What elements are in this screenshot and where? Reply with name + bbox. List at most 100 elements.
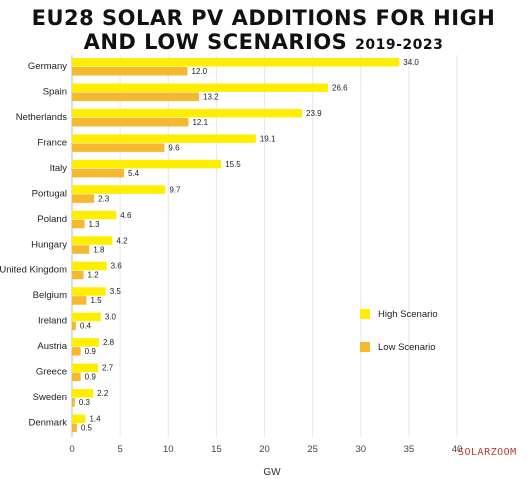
x-tick-label: 10 bbox=[163, 444, 174, 455]
value-label-high: 3.6 bbox=[111, 262, 123, 271]
value-label-high: 15.5 bbox=[225, 160, 241, 169]
bar-low bbox=[72, 296, 87, 305]
value-label-high: 26.6 bbox=[332, 83, 348, 92]
category-label: Sweden bbox=[33, 392, 67, 403]
legend: High Scenario Low Scenario bbox=[360, 309, 438, 353]
legend-high-label: High Scenario bbox=[378, 309, 438, 320]
value-label-low: 0.9 bbox=[85, 373, 97, 382]
value-label-high: 9.7 bbox=[169, 185, 181, 194]
chart-title-line2-text: AND LOW SCENARIOS bbox=[83, 30, 348, 54]
value-label-low: 2.3 bbox=[98, 194, 110, 203]
bar-high bbox=[72, 236, 113, 245]
value-label-low: 0.9 bbox=[85, 347, 97, 356]
bar-low bbox=[72, 372, 81, 382]
category-label: France bbox=[37, 137, 67, 148]
x-tick-label: 5 bbox=[117, 444, 122, 455]
value-label-high: 2.2 bbox=[97, 389, 109, 398]
bar-high bbox=[72, 363, 98, 373]
legend-low-swatch bbox=[360, 342, 370, 352]
value-label-low: 1.8 bbox=[93, 245, 105, 254]
value-label-high: 1.4 bbox=[89, 415, 101, 424]
bar-high bbox=[72, 134, 256, 143]
bar-high bbox=[72, 261, 107, 271]
chart-title: EU28 SOLAR PV ADDITIONS FOR HIGH AND LOW… bbox=[0, 6, 527, 57]
bar-low bbox=[72, 143, 165, 152]
bar-low bbox=[72, 347, 81, 356]
value-label-low: 0.4 bbox=[80, 322, 92, 331]
bar-high bbox=[72, 312, 101, 322]
bar-high bbox=[72, 287, 106, 296]
bar-high bbox=[72, 159, 222, 169]
value-label-high: 3.0 bbox=[105, 313, 117, 322]
legend-low-label: Low Scenario bbox=[378, 342, 436, 353]
x-tick-label: 40 bbox=[452, 444, 463, 455]
value-label-low: 1.5 bbox=[90, 296, 102, 305]
value-label-high: 2.8 bbox=[103, 338, 115, 347]
bar-high bbox=[72, 108, 303, 118]
legend-high-swatch bbox=[360, 309, 370, 319]
bar-low bbox=[72, 398, 75, 407]
value-label-high: 34.0 bbox=[403, 58, 419, 67]
bar-low bbox=[72, 270, 84, 280]
chart-title-line1: EU28 SOLAR PV ADDITIONS FOR HIGH bbox=[31, 6, 496, 30]
value-label-low: 12.0 bbox=[192, 67, 208, 76]
value-label-low: 1.3 bbox=[89, 220, 101, 229]
category-label: Poland bbox=[37, 214, 67, 225]
bar-low bbox=[72, 321, 76, 331]
bar-low bbox=[72, 92, 200, 101]
value-label-high: 4.2 bbox=[116, 236, 128, 245]
category-label: Portugal bbox=[32, 188, 67, 199]
x-tick-label: 35 bbox=[404, 444, 415, 455]
x-tick-label: 25 bbox=[307, 444, 318, 455]
value-label-high: 4.6 bbox=[120, 211, 132, 220]
category-labels: Germany Spain Netherlands France Italy Portug… bbox=[0, 61, 68, 429]
value-label-low: 12.1 bbox=[192, 118, 208, 127]
x-tick-label: 20 bbox=[259, 444, 270, 455]
bar-low bbox=[72, 245, 90, 254]
bar-high bbox=[72, 185, 166, 194]
category-label: United Kingdom bbox=[0, 265, 67, 276]
value-label-high: 19.1 bbox=[260, 134, 276, 143]
chart-title-years: 2019-2023 bbox=[355, 37, 444, 53]
bar-low bbox=[72, 423, 77, 433]
bar-high bbox=[72, 58, 400, 67]
value-label-high: 2.7 bbox=[102, 364, 114, 373]
bar-high bbox=[72, 414, 86, 424]
value-label-high: 3.5 bbox=[110, 287, 122, 296]
x-tick-label: 15 bbox=[211, 444, 222, 455]
x-axis-ticks: 0 5 10 15 20 25 30 35 40 bbox=[69, 444, 462, 455]
category-label: Greece bbox=[36, 367, 67, 378]
category-label: Germany bbox=[28, 61, 67, 72]
bar-low bbox=[72, 67, 188, 76]
category-label: Hungary bbox=[31, 239, 67, 250]
bar-high bbox=[72, 338, 99, 347]
category-label: Ireland bbox=[38, 316, 67, 327]
x-axis-label: GW bbox=[263, 467, 281, 478]
bar-low bbox=[72, 168, 124, 178]
bar-high bbox=[72, 389, 94, 398]
value-label-low: 1.2 bbox=[88, 271, 100, 280]
category-label: Netherlands bbox=[16, 112, 67, 123]
value-label-low: 9.6 bbox=[168, 143, 180, 152]
x-tick-label: 0 bbox=[69, 444, 74, 455]
brand-watermark: SOLARZOOM bbox=[458, 447, 517, 458]
value-label-low: 0.3 bbox=[79, 398, 91, 407]
category-label: Austria bbox=[37, 341, 67, 352]
chart-title-line2: AND LOW SCENARIOS 2019-2023 bbox=[0, 30, 527, 57]
bar-low bbox=[72, 194, 95, 203]
value-label-low: 13.2 bbox=[203, 92, 219, 101]
category-label: Belgium bbox=[33, 290, 67, 301]
value-label-low: 0.5 bbox=[81, 424, 93, 433]
category-label: Italy bbox=[50, 163, 68, 174]
value-label-high: 23.9 bbox=[306, 109, 322, 118]
bar-high bbox=[72, 83, 329, 92]
x-tick-label: 30 bbox=[355, 444, 366, 455]
bar-high bbox=[72, 210, 117, 220]
bar-low bbox=[72, 219, 85, 229]
bar-low bbox=[72, 117, 189, 127]
value-label-low: 5.4 bbox=[128, 169, 140, 178]
category-label: Spain bbox=[43, 86, 67, 97]
category-label: Denmark bbox=[28, 418, 67, 429]
bars: 34.0 12.0 26.6 13.2 23.9 12.1 19.1 9.6 15.5 5.4 9.… bbox=[72, 58, 419, 433]
